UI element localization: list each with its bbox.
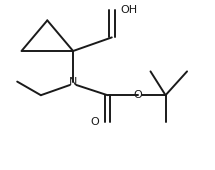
Text: N: N xyxy=(69,77,77,87)
Text: OH: OH xyxy=(120,5,138,15)
Text: O: O xyxy=(133,90,142,100)
Text: O: O xyxy=(90,117,99,127)
